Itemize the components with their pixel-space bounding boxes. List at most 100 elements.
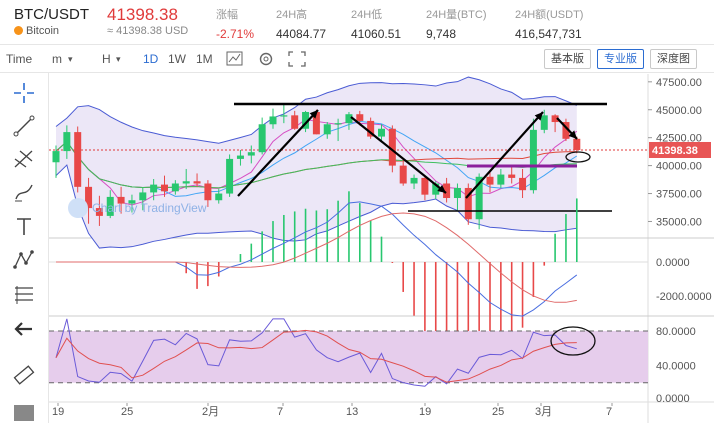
chart-type-icon[interactable] (226, 51, 244, 67)
chevron-down-icon[interactable]: ▾ (68, 54, 73, 64)
candle-body (378, 128, 385, 137)
hour-interval-button[interactable]: H (102, 52, 111, 66)
price-axis-label: 42500.00 (656, 133, 702, 145)
candle-body (432, 183, 440, 195)
last-price-tag-label: 41398.38 (652, 145, 698, 157)
stat-label: 24H高 (276, 9, 308, 21)
expand-icon[interactable] (12, 403, 36, 427)
annotation-circle (565, 151, 591, 163)
candle-body (139, 192, 147, 201)
annotation-circle (550, 326, 596, 356)
rsi-ma-line (55, 329, 577, 383)
candle-body (106, 196, 114, 216)
candle-body (215, 193, 223, 201)
candle-body (356, 114, 364, 121)
date-axis-label: 7 (277, 406, 283, 418)
price-axis-label: 47500.00 (656, 77, 702, 89)
candle-body (128, 200, 136, 204)
candle-body (161, 184, 168, 192)
price-axis-label: 45000.00 (656, 105, 702, 117)
moving-average-line (55, 120, 578, 197)
candle-body (52, 151, 60, 163)
pitchfork-icon[interactable] (12, 147, 36, 171)
stat-change: 涨幅 -2.71% (216, 6, 254, 41)
trend-arrow-up-head (534, 112, 543, 121)
trend-arrow-up (465, 111, 544, 199)
candle-body (453, 187, 461, 199)
coin-label: Bitcoin (26, 25, 60, 37)
candle-body (302, 111, 310, 129)
candle-body (508, 174, 516, 178)
candle-body (345, 114, 353, 124)
price-axis-label: 35000.00 (656, 216, 702, 228)
candle-body (410, 177, 418, 184)
macd-axis-label: 0.0000 (656, 257, 690, 269)
candle-body (74, 132, 82, 187)
interval-1w-button[interactable]: 1W (168, 52, 186, 66)
stat-value: 41060.51 (351, 27, 402, 41)
interval-1m-button[interactable]: 1M (196, 52, 213, 66)
candle-body (562, 122, 570, 139)
ruler-icon[interactable] (12, 363, 36, 387)
moving-average-line (55, 140, 577, 189)
bollinger-lower-line (55, 164, 577, 249)
candle-body (63, 132, 71, 152)
back-arrow-icon[interactable] (12, 317, 36, 341)
tradingview-logo-icon (68, 198, 88, 218)
fullscreen-icon[interactable] (288, 51, 306, 67)
stat-label: 24H低 (351, 9, 383, 21)
settings-icon[interactable] (258, 51, 274, 67)
candle-body (529, 129, 537, 191)
price-axis-label: 40000.00 (656, 161, 702, 173)
candle-body (95, 208, 103, 216)
candle-body (85, 186, 93, 209)
stat-volume: 24H量(BTC) 9,748 (426, 6, 487, 41)
stat-value: 9,748 (426, 27, 457, 41)
text-icon[interactable] (12, 214, 36, 238)
stat-amount: 24H额(USDT) 416,547,731 (515, 6, 583, 41)
pattern-icon[interactable] (12, 248, 36, 272)
pair-title[interactable]: BTC/USDT (14, 6, 89, 23)
coin-name: Bitcoin (14, 25, 59, 37)
trend-arrow-down-head (568, 130, 577, 139)
usd-price: ≈ 41398.38 USD (107, 25, 189, 37)
chevron-down-icon[interactable]: ▾ (116, 54, 121, 64)
candle-body (226, 158, 234, 194)
bitcoin-icon (14, 26, 23, 35)
moving-average-line (55, 140, 577, 189)
depth-chart-button[interactable]: 深度图 (650, 49, 697, 69)
trend-line-icon[interactable] (12, 114, 36, 138)
candle-body (497, 174, 505, 185)
candle-body (150, 184, 158, 193)
trend-arrow-up (237, 109, 319, 197)
candle-body (486, 176, 494, 185)
candle-body (573, 138, 581, 150)
rsi-axis-label: 40.0000 (656, 360, 696, 372)
candle-body (551, 115, 559, 123)
date-axis-label: 19 (52, 406, 64, 418)
last-price-tag (649, 141, 711, 158)
moving-average-line (55, 118, 578, 206)
bollinger-band-fill (56, 77, 577, 249)
drawing-toolbar (0, 73, 49, 423)
fib-icon[interactable] (12, 283, 36, 307)
candle-body (421, 177, 429, 195)
brush-icon[interactable] (12, 180, 36, 204)
trend-arrow-down-head (437, 184, 446, 193)
candle-body (312, 111, 320, 135)
pro-view-button[interactable]: 专业版 (597, 49, 644, 69)
candle-body (334, 123, 342, 125)
minute-interval-button[interactable]: m (52, 52, 62, 66)
candle-body (291, 115, 299, 129)
time-button[interactable]: Time (6, 52, 33, 66)
candle-body (540, 115, 548, 130)
ticker-header: BTC/USDT Bitcoin 41398.38 ≈ 41398.38 USD… (0, 0, 714, 45)
candle-body (204, 183, 212, 201)
crosshair-icon[interactable] (12, 81, 36, 105)
rsi-band-fill (49, 330, 648, 383)
candle-body (443, 183, 451, 199)
macd-line (56, 201, 578, 317)
basic-view-button[interactable]: 基本版 (544, 49, 591, 69)
interval-1d-button[interactable]: 1D (143, 52, 159, 66)
date-axis-label: 19 (419, 406, 431, 418)
